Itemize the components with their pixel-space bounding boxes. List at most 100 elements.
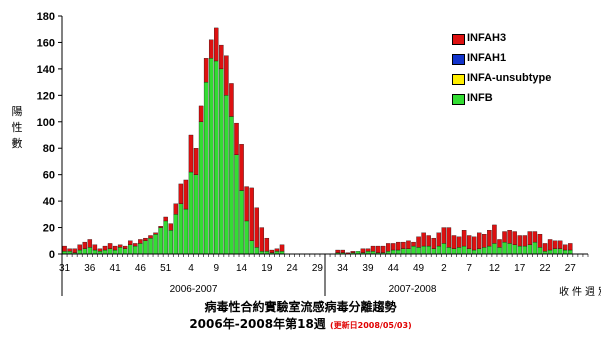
bar-infah3-2007-W02 [178, 183, 184, 204]
bar-infb-2008-W25 [557, 248, 563, 255]
bar-infah3-2007-W21 [274, 248, 280, 252]
bar-infah3-2008-W15 [507, 230, 512, 244]
bar-infah3-2007-W17 [254, 207, 259, 248]
bar-infah3-2006-W49 [153, 232, 158, 235]
bar-infb-2007-W52 [431, 248, 436, 255]
bar-infb-2008-W26 [563, 249, 568, 255]
bar-infb-2007-W05 [193, 174, 199, 255]
legend-swatch-infa-unsubtype [452, 74, 465, 85]
bar-infah3-2007-W46 [401, 241, 406, 249]
chart-update-note: (更新日2008/05/03) [329, 321, 412, 330]
x-tick-label-20: 27 [565, 263, 577, 274]
x-tick-label-10: 29 [312, 263, 324, 274]
bar-infb-2008-W24 [552, 248, 558, 255]
bar-infb-2007-W06 [198, 121, 204, 255]
bar-infah3-2007-W39 [365, 248, 371, 252]
bar-infah3-2006-W32 [67, 248, 72, 252]
bar-infb-2007-W11 [224, 95, 229, 255]
bar-infah3-2006-W37 [92, 244, 98, 251]
bar-infah3-2008-W21 [537, 234, 543, 248]
x-tick-label-1: 36 [84, 263, 96, 274]
bar-infah3-2007-W42 [380, 245, 386, 253]
bar-infb-2007-W04 [188, 171, 194, 255]
x-tick-label-15: 2 [441, 263, 447, 274]
bar-infah3-2007-W15 [244, 186, 249, 222]
bar-infah3-2008-W12 [492, 224, 497, 244]
bar-infb-2008-W05 [456, 247, 462, 255]
bar-infb-2006-W35 [82, 248, 87, 255]
y-axis-label: 陽性數 [11, 105, 23, 150]
bar-infb-2008-W18 [522, 245, 528, 255]
bar-infah3-2008-W18 [522, 235, 528, 247]
bar-infb-2008-W08 [471, 249, 477, 255]
bar-infb-2006-W37 [92, 249, 98, 255]
bar-infb-2006-W51 [163, 220, 168, 255]
season-label-2007-2008: 2007-2008 [389, 284, 437, 295]
bar-infb-2007-W01 [173, 214, 179, 255]
bar-infah3-2008-W19 [527, 231, 533, 245]
bar-infah3-2007-W50 [421, 232, 426, 247]
bar-infah3-2008-W05 [456, 236, 462, 248]
bar-infb-2007-W10 [219, 68, 224, 255]
bar-infah3-2007-W36 [350, 251, 356, 253]
bar-infah3-2008-W02 [441, 227, 447, 244]
bar-infah3-2008-W04 [451, 235, 457, 249]
bar-infb-2006-W42 [117, 247, 123, 255]
bar-infah3-2007-W08 [208, 39, 214, 59]
bar-infb-2006-W34 [77, 249, 82, 255]
bar-infb-2008-W10 [482, 247, 487, 255]
bar-infah3-2007-W11 [224, 55, 229, 96]
chart-title: 病毒性合約實驗室流感病毒分離趨勢 [204, 300, 397, 314]
bar-infb-2007-W16 [249, 240, 254, 255]
legend-swatch-infah1 [452, 54, 465, 65]
bar-infb-2006-W46 [138, 243, 143, 255]
bar-infah3-2006-W40 [107, 243, 113, 249]
y-tick-label-80: 80 [43, 143, 55, 155]
bar-infb-2006-W45 [133, 245, 138, 255]
bar-infah3-2007-W03 [183, 179, 189, 210]
bar-infah3-2007-W45 [396, 241, 401, 251]
bar-infb-2008-W01 [436, 245, 442, 255]
x-tick-label-16: 7 [466, 263, 472, 274]
bar-infb-2006-W41 [112, 249, 118, 255]
bar-infah3-2007-W18 [259, 227, 265, 252]
bar-infb-2008-W27 [568, 249, 573, 255]
bar-infah3-2006-W33 [72, 248, 77, 253]
bar-infah3-2006-W45 [133, 243, 138, 247]
bar-infah3-2006-W48 [148, 235, 153, 239]
bar-infah3-2008-W22 [542, 243, 548, 252]
y-tick-label-60: 60 [43, 170, 55, 182]
bar-infah3-2007-W44 [391, 243, 396, 251]
bar-infah3-2008-W01 [436, 232, 442, 247]
legend-swatch-infah3 [452, 34, 465, 45]
bar-infah3-2006-W51 [163, 216, 168, 222]
x-tick-label-3: 46 [135, 263, 147, 274]
bar-infb-2006-W43 [123, 248, 128, 255]
bar-infb-2007-W09 [214, 60, 219, 255]
bar-infb-2006-W52 [168, 230, 173, 255]
bar-infb-2007-W48 [411, 245, 416, 255]
bar-infb-2007-W07 [203, 81, 209, 255]
bar-infah3-2007-W10 [219, 44, 224, 70]
bar-infah3-2007-W06 [198, 105, 204, 122]
legend-label-infah1: INFAH1 [467, 52, 507, 64]
bar-infb-2008-W04 [451, 248, 457, 255]
y-tick-label-160: 160 [37, 37, 55, 49]
bar-infb-2006-W36 [87, 247, 93, 255]
bar-infah3-2007-W40 [370, 245, 376, 252]
bar-infah3-2006-W44 [128, 240, 133, 245]
bar-infah3-2006-W35 [82, 241, 87, 249]
bar-infah3-2008-W08 [471, 236, 477, 251]
bar-infah3-2007-W51 [426, 235, 431, 247]
bar-infah3-2008-W03 [446, 227, 452, 248]
legend-swatch-infb [452, 94, 465, 105]
bar-infb-2007-W44 [391, 249, 396, 255]
bar-infb-2007-W03 [183, 208, 189, 255]
bar-infah3-2006-W52 [168, 223, 173, 231]
bar-infah3-2007-W52 [431, 237, 436, 249]
bar-infah3-2008-W20 [532, 231, 538, 243]
bar-infah3-2008-W26 [563, 244, 568, 251]
bar-infah3-2006-W50 [158, 226, 163, 228]
x-tick-label-12: 39 [362, 263, 374, 274]
